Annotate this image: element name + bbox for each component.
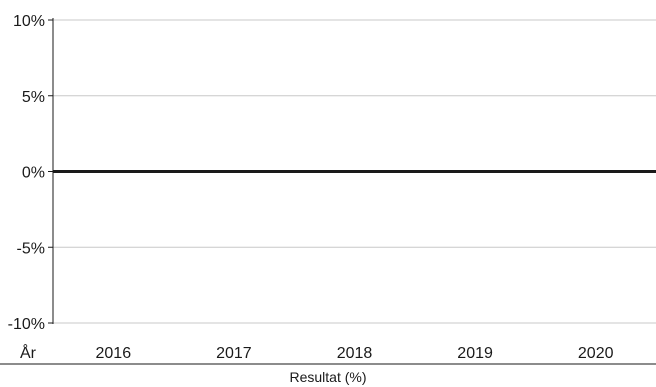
y-tick-label: 0% <box>22 165 45 182</box>
gridlines <box>53 19 656 324</box>
x-tick-label: 2017 <box>216 345 252 362</box>
x-tick-label: 2020 <box>578 345 614 362</box>
chart-caption: Resultat (%) <box>289 369 366 385</box>
y-tick-label: -10% <box>8 316 45 333</box>
x-tick-label: 2018 <box>337 345 373 362</box>
y-tick-label: 10% <box>13 13 45 30</box>
y-ticks: 10% 5% 0% -5% -10% <box>8 13 53 333</box>
y-tick-label: 5% <box>22 89 45 106</box>
x-tick-labels: 2016 2017 2018 2019 2020 <box>96 345 614 362</box>
x-axis-label: År <box>20 343 37 362</box>
x-tick-label: 2016 <box>96 345 132 362</box>
y-tick-label: -5% <box>17 240 45 257</box>
x-tick-label: 2019 <box>457 345 493 362</box>
